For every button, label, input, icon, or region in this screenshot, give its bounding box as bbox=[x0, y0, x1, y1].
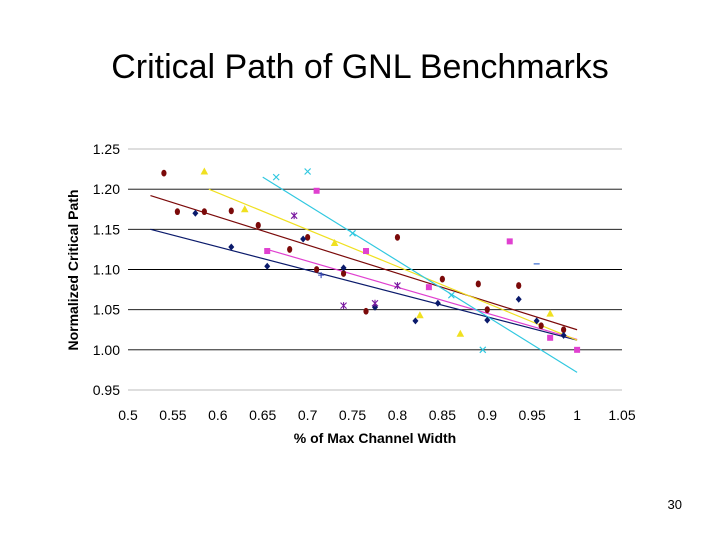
series-4-point-2 bbox=[330, 238, 339, 246]
x-tick-label-0.6: 0.6 bbox=[208, 407, 228, 423]
y-tick-label-1.10: 1.10 bbox=[93, 262, 120, 278]
y-tick-label-1.20: 1.20 bbox=[93, 181, 120, 197]
x-tick-label-1.05: 1.05 bbox=[608, 407, 635, 423]
series-6-point-1 bbox=[340, 302, 347, 310]
x-tick-label-1: 1 bbox=[573, 407, 581, 423]
series-4-point-5 bbox=[546, 309, 554, 317]
page-number: 30 bbox=[667, 497, 682, 512]
series-2-point-9 bbox=[515, 295, 522, 303]
x-tick-label-0.8: 0.8 bbox=[388, 407, 408, 423]
series-2-point-7 bbox=[434, 299, 441, 307]
series-2-point-1 bbox=[228, 243, 235, 251]
series-1-point-9 bbox=[363, 307, 369, 315]
series-1-point-15 bbox=[538, 322, 544, 330]
series-2-point-8 bbox=[484, 316, 491, 324]
series-1-point-8 bbox=[340, 270, 347, 277]
y-tick-label-1.05: 1.05 bbox=[93, 302, 120, 318]
series-1-point-3 bbox=[228, 207, 234, 215]
x-tick-label-0.75: 0.75 bbox=[339, 407, 366, 423]
series-1-point-14 bbox=[516, 282, 522, 289]
series-3-point-0 bbox=[313, 187, 320, 194]
series-3-point-1 bbox=[264, 248, 271, 255]
series-6-point-2 bbox=[371, 299, 379, 307]
x-tick-label-0.85: 0.85 bbox=[429, 407, 456, 423]
y-tick-label-1.00: 1.00 bbox=[93, 342, 120, 358]
series-1-point-4 bbox=[255, 221, 261, 229]
series-5-point-4 bbox=[479, 346, 487, 354]
series-2-point-3 bbox=[300, 235, 307, 243]
series-3-point-2 bbox=[363, 248, 370, 255]
series-1-point-1 bbox=[174, 208, 180, 216]
series-2-point-0 bbox=[192, 209, 199, 217]
x-tick-label-0.7: 0.7 bbox=[298, 407, 318, 423]
series-1-point-13 bbox=[484, 306, 490, 314]
series-4-point-0 bbox=[200, 167, 209, 175]
x-tick-label-0.55: 0.55 bbox=[159, 407, 186, 423]
series-1-point-0 bbox=[161, 169, 167, 177]
series-3-trend-line bbox=[267, 248, 578, 340]
y-tick-label-0.95: 0.95 bbox=[93, 382, 120, 398]
series-3-point-3 bbox=[425, 284, 432, 291]
y-axis-title: Normalized Critical Path bbox=[65, 189, 81, 350]
series-2-point-11 bbox=[560, 331, 567, 339]
trend-lines bbox=[150, 176, 578, 373]
y-tick-label-1.25: 1.25 bbox=[93, 141, 120, 157]
x-tick-label-0.65: 0.65 bbox=[249, 407, 276, 423]
data-points bbox=[161, 167, 581, 354]
series-1-point-10 bbox=[394, 233, 401, 241]
series-4-trend-line bbox=[208, 188, 578, 341]
series-4-point-3 bbox=[416, 311, 424, 319]
series-5-point-3 bbox=[447, 291, 455, 299]
x-tick-label-0.9: 0.9 bbox=[478, 407, 498, 423]
series-2-trend-line bbox=[150, 228, 578, 341]
series-4-point-1 bbox=[240, 205, 249, 213]
series-2-point-4 bbox=[340, 264, 347, 272]
series-3-point-6 bbox=[574, 346, 581, 353]
series-6-point-3 bbox=[394, 282, 401, 290]
series-5-trend-line bbox=[262, 176, 578, 373]
series-3-point-4 bbox=[506, 238, 513, 245]
x-tick-label-0.95: 0.95 bbox=[519, 407, 546, 423]
series-4-point-4 bbox=[456, 329, 465, 337]
tick-labels: 0.95 1.00 1.05 1.10 1.15 1.20 1.25 0.5 0.55 0.6 0.… bbox=[93, 141, 636, 423]
series-1-point-6 bbox=[305, 233, 311, 241]
series-1-point-16 bbox=[561, 326, 567, 334]
x-axis-title: % of Max Channel Width bbox=[294, 430, 456, 446]
series-1-point-11 bbox=[439, 275, 445, 283]
series-1-point-12 bbox=[475, 280, 481, 288]
series-1-point-7 bbox=[314, 266, 320, 273]
series-2-point-6 bbox=[412, 317, 419, 325]
series-2-point-2 bbox=[264, 262, 271, 270]
series-2-point-10 bbox=[533, 317, 540, 325]
y-tick-label-1.15: 1.15 bbox=[93, 221, 120, 237]
series-1-point-5 bbox=[287, 246, 293, 253]
series-5-point-2 bbox=[349, 229, 356, 237]
slide-title: Critical Path of GNL Benchmarks bbox=[111, 48, 609, 86]
x-tick-label-0.5: 0.5 bbox=[118, 407, 138, 423]
series-7-point-0 bbox=[318, 272, 325, 279]
series-3-point-5 bbox=[547, 334, 554, 341]
series-6-point-0 bbox=[290, 212, 298, 220]
series-5-point-0 bbox=[304, 168, 312, 175]
series-5-point-1 bbox=[272, 173, 280, 181]
series-1-point-2 bbox=[201, 208, 207, 216]
series-1-trend-line bbox=[150, 195, 578, 331]
